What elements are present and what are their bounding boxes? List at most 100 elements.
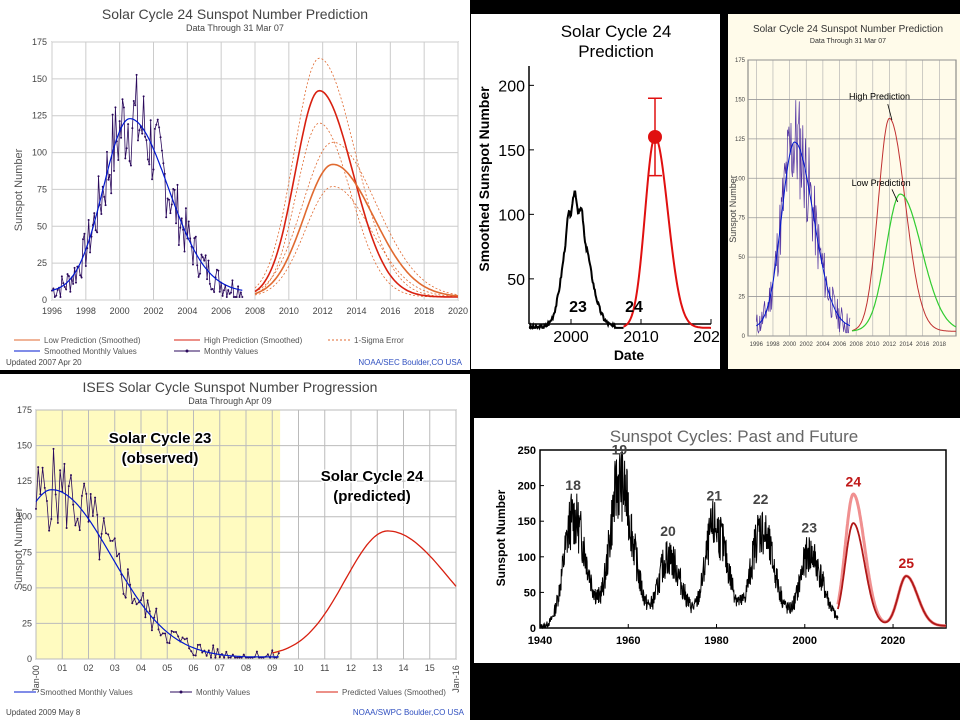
y-tick-label: 250 [518, 445, 536, 457]
monthly-point [146, 158, 149, 161]
monthly-point [231, 279, 234, 282]
monthly-point [165, 216, 168, 219]
chart-cycle24-high-low: Solar Cycle 24 Sunspot Number Prediction… [728, 24, 957, 348]
monthly-point [73, 266, 76, 269]
legend: Low Prediction (Smoothed) High Predictio… [14, 336, 404, 356]
monthly-point [214, 656, 217, 659]
panel-cycle24-prediction: Solar Cycle 24 Sunspot Number Prediction… [0, 0, 470, 370]
monthly-point [199, 272, 202, 275]
legend-low: Low Prediction (Smoothed) [44, 336, 141, 345]
monthly-point [128, 160, 131, 163]
monthly-point [134, 104, 137, 107]
monthly-point [230, 291, 233, 294]
monthly-point [223, 656, 226, 659]
monthly-point [96, 513, 99, 516]
monthly-point [37, 466, 40, 469]
monthly-point [155, 607, 158, 610]
monthly-point [266, 653, 269, 656]
monthly-point [201, 256, 204, 259]
series-low-sigma-lower [254, 186, 459, 297]
monthly-point [115, 555, 118, 558]
y-tick-label: 100 [518, 552, 536, 564]
monthly-point [72, 282, 75, 285]
series-high-sigma-lower [254, 122, 458, 298]
monthly-point [234, 296, 237, 299]
chart-cycle24-prediction: Solar Cycle 24 Sunspot Number Prediction… [6, 6, 468, 367]
monthly-point [222, 289, 225, 292]
monthly-point [74, 524, 77, 527]
y-tick-label: 100 [735, 176, 746, 182]
monthly-point [52, 447, 55, 450]
monthly-point [164, 632, 167, 635]
monthly-point [188, 647, 191, 650]
x-tick-label: 2012 [883, 342, 897, 348]
x-tick-label: 02 [83, 663, 93, 673]
monthly-point [142, 95, 145, 98]
monthly-point [56, 289, 59, 292]
annotation-low-prediction: Low Prediction [852, 178, 911, 188]
monthly-point [103, 195, 106, 198]
chart-subtitle: Data Through 31 Mar 07 [810, 38, 886, 45]
monthly-point [65, 527, 68, 530]
legend-smoothed: Smoothed Monthly Values [44, 347, 137, 356]
x-tick-label: 2000 [783, 342, 797, 348]
x-tick-label: 2020 [881, 635, 905, 647]
monthly-point [63, 462, 66, 465]
monthly-point [45, 499, 48, 502]
chart-ises-progression: ISES Solar Cycle Sunspot Number Progress… [6, 379, 465, 717]
series-prediction-low [837, 522, 946, 627]
monthly-point [197, 275, 200, 278]
series-monthly-values [51, 74, 243, 298]
y-tick-label: 0 [742, 334, 746, 340]
x-tick-label: 2000 [553, 329, 589, 346]
monthly-point [87, 218, 90, 221]
footer-source: NOAA/SWPC Boulder,CO USA [353, 708, 465, 717]
monthly-point [107, 178, 110, 181]
monthly-point [148, 163, 151, 166]
x-tick-label: 1998 [76, 306, 96, 316]
monthly-point [41, 466, 44, 469]
monthly-point [158, 126, 161, 129]
monthly-point [206, 278, 209, 281]
legend-monthly: Monthly Values [204, 347, 258, 356]
monthly-point [78, 529, 81, 532]
x-tick-label: 11 [320, 663, 329, 673]
monthly-point [277, 652, 280, 655]
monthly-point [180, 217, 183, 220]
monthly-point [201, 651, 204, 654]
monthly-point [97, 175, 100, 178]
monthly-point [76, 517, 79, 520]
x-tick-label: 2020 [693, 329, 720, 346]
monthly-point [146, 599, 149, 602]
legend-sigma: 1-Sigma Error [354, 336, 404, 345]
cycle-label-20: 20 [660, 523, 676, 539]
x-tick-label: 2016 [916, 342, 930, 348]
monthly-point [239, 291, 242, 294]
monthly-point [176, 183, 179, 186]
monthly-point [114, 106, 117, 109]
monthly-point [89, 492, 92, 495]
monthly-point [87, 520, 90, 523]
x-tick-label: 03 [110, 663, 120, 673]
monthly-point [183, 638, 186, 641]
monthly-point [129, 164, 132, 167]
monthly-point [162, 162, 165, 165]
monthly-point [175, 630, 177, 633]
y-axis-label: Sunspot Number [728, 175, 738, 243]
monthly-point [94, 496, 97, 499]
panel-past-future: Sunspot Cycles: Past and Future Sunspot … [474, 418, 960, 663]
x-tick-label: 2002 [143, 306, 163, 316]
x-tick-label: Jan-16 [451, 665, 461, 693]
monthly-point [238, 656, 241, 659]
monthly-point [225, 650, 228, 653]
monthly-point [84, 265, 87, 268]
monthly-point [207, 259, 210, 262]
monthly-point [35, 507, 37, 510]
y-tick-label: 25 [37, 258, 47, 268]
monthly-point [212, 644, 215, 647]
legend-high: High Prediction (Smoothed) [204, 336, 303, 345]
panel-ises-progression: ISES Solar Cycle Sunspot Number Progress… [0, 374, 470, 720]
monthly-point [189, 237, 192, 240]
monthly-point [152, 168, 155, 171]
monthly-point [207, 649, 210, 652]
